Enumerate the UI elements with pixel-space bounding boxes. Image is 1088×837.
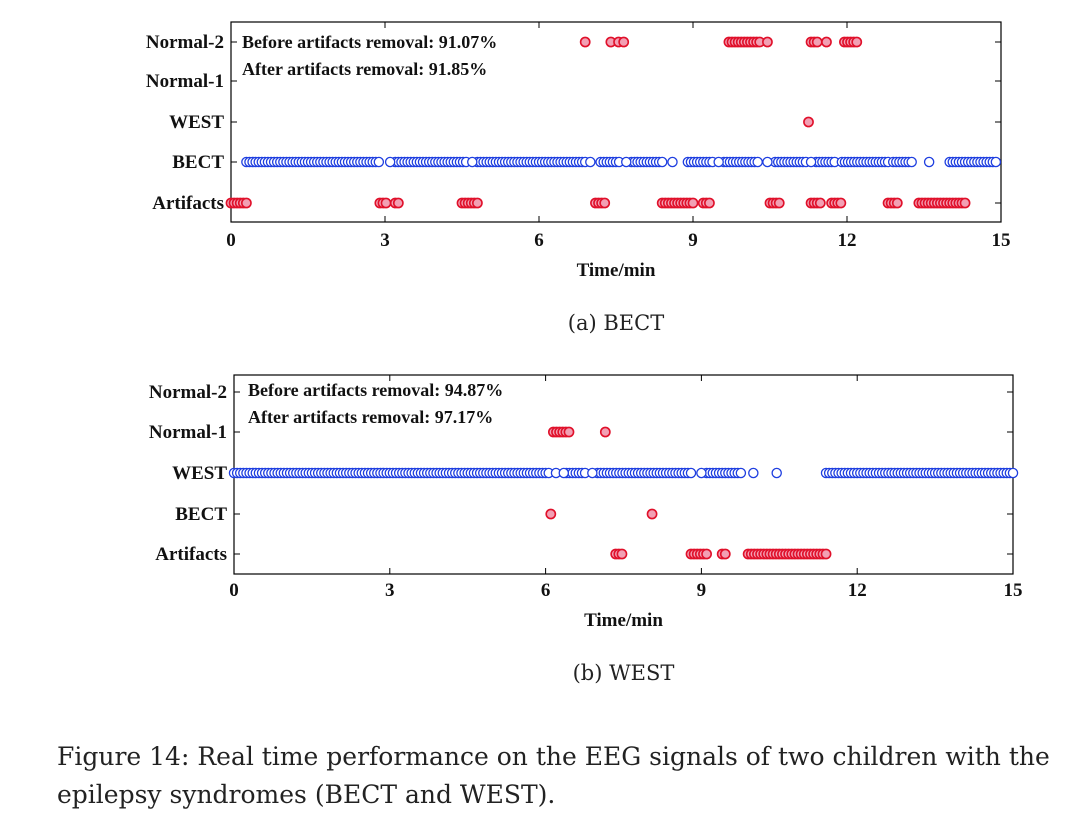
data-point-filled xyxy=(891,197,903,209)
plot-frame xyxy=(230,21,1002,223)
data-point-filled xyxy=(762,36,773,48)
x-tick-label: 15 xyxy=(992,230,1011,251)
x-tick-label: 9 xyxy=(688,230,698,251)
data-point-filled xyxy=(701,548,712,560)
data-point-filled xyxy=(687,197,699,209)
data-point-open xyxy=(805,156,817,168)
annotation: After artifacts removal: 97.17% xyxy=(248,407,493,427)
data-point-filled xyxy=(835,197,847,209)
y-tick-label: Artifacts xyxy=(152,193,224,214)
annotation: Before artifacts removal: 94.87% xyxy=(248,380,503,400)
data-point-open xyxy=(990,156,1002,168)
data-point-open xyxy=(585,156,596,168)
data-point-filled xyxy=(811,36,823,48)
y-tick-label: WEST xyxy=(169,112,224,133)
x-tick-label: 3 xyxy=(380,230,390,251)
data-point-open xyxy=(748,467,759,479)
y-tick-label: Normal-2 xyxy=(146,32,224,53)
data-point-filled xyxy=(803,116,814,128)
data-point-open xyxy=(906,156,917,168)
data-point-filled xyxy=(563,426,575,438)
data-point-open xyxy=(373,156,385,168)
annotation: After artifacts removal: 91.85% xyxy=(242,59,487,79)
data-point-filled xyxy=(814,197,826,209)
data-point-open xyxy=(467,156,478,168)
y-tick-label: WEST xyxy=(172,463,227,484)
data-point-open xyxy=(713,156,724,168)
data-point-open xyxy=(923,156,935,168)
data-point-open xyxy=(587,467,598,479)
data-point-filled xyxy=(599,197,611,209)
chart-0: 0 3 6 9 12 15 Artifacts BECT WEST Normal-1 Normal-… xyxy=(146,21,1011,335)
y-tick-label: BECT xyxy=(175,504,227,525)
data-point-filled xyxy=(392,197,404,209)
x-tick-label: 15 xyxy=(1004,580,1023,601)
data-point-filled xyxy=(599,426,611,438)
data-point-filled xyxy=(959,197,971,209)
x-tick-label: 0 xyxy=(226,230,236,251)
data-point-filled xyxy=(618,36,630,48)
data-point-filled xyxy=(380,197,392,209)
data-point-filled xyxy=(704,197,715,209)
data-point-filled xyxy=(240,197,252,209)
data-point-open xyxy=(752,156,763,168)
x-axis-title: Time/min xyxy=(577,260,656,281)
y-tick-label: Normal-1 xyxy=(146,71,224,92)
data-point-open xyxy=(685,467,697,479)
data-point-filled xyxy=(579,36,591,48)
y-tick-label: Artifacts xyxy=(155,544,227,565)
data-point-filled xyxy=(616,548,628,560)
data-point-open xyxy=(656,156,668,168)
data-point-filled xyxy=(773,197,785,209)
subplot-caption: (b) WEST xyxy=(573,661,675,685)
y-tick-label: Normal-1 xyxy=(149,422,227,443)
data-point-filled xyxy=(851,36,863,48)
x-axis-title: Time/min xyxy=(584,610,663,631)
data-point-filled xyxy=(646,508,658,520)
subplot-caption: (a) BECT xyxy=(568,311,664,335)
y-tick-label: Normal-2 xyxy=(149,382,227,403)
data-point-filled xyxy=(471,197,483,209)
data-point-open xyxy=(1007,467,1019,479)
figure-caption-line-2: epilepsy syndromes (BECT and WEST). xyxy=(57,780,556,809)
x-tick-label: 12 xyxy=(838,230,857,251)
x-tick-label: 0 xyxy=(229,580,239,601)
figure-caption-line-1: Figure 14: Real time performance on the … xyxy=(57,742,1050,771)
figure-caption: Figure 14: Real time performance on the … xyxy=(57,738,1087,814)
y-tick-label: BECT xyxy=(172,152,224,173)
data-point-open xyxy=(558,467,570,479)
data-point-open xyxy=(621,156,632,168)
x-tick-label: 9 xyxy=(697,580,707,601)
data-point-open xyxy=(667,156,678,168)
x-tick-label: 6 xyxy=(541,580,551,601)
data-point-open xyxy=(762,156,773,168)
data-point-filled xyxy=(821,36,832,48)
data-point-filled xyxy=(820,548,832,560)
data-point-open xyxy=(696,467,707,479)
x-tick-label: 3 xyxy=(385,580,395,601)
chart-1: 0 3 6 9 12 15 Artifacts BECT WEST Normal-1 Normal-… xyxy=(149,374,1023,685)
data-point-filled xyxy=(545,508,557,520)
x-tick-label: 6 xyxy=(534,230,544,251)
data-point-open xyxy=(771,467,782,479)
data-point-open xyxy=(384,156,396,168)
x-tick-label: 12 xyxy=(848,580,867,601)
data-point-open xyxy=(735,467,747,479)
annotation: Before artifacts removal: 91.07% xyxy=(242,32,497,52)
data-point-filled xyxy=(719,548,731,560)
